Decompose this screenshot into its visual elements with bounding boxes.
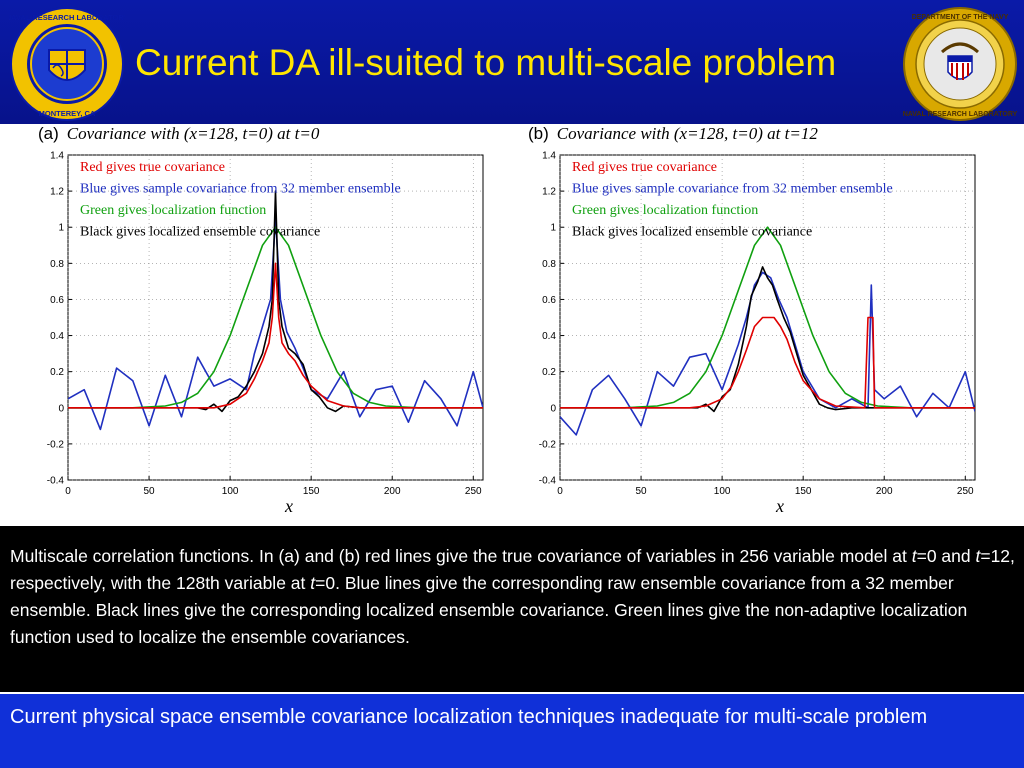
y-tick-label: 0 (58, 403, 64, 414)
legend-entry: Red gives true covariance (572, 160, 717, 175)
x-axis-label-a: x (285, 496, 293, 516)
nrl-monterey-logo: NAVAL RESEARCH LABORATORY MONTEREY, CA (9, 7, 125, 121)
y-tick-label: 0.6 (50, 295, 64, 306)
series-line-true-covariance (560, 316, 975, 409)
y-tick-label: -0.2 (539, 439, 557, 450)
caption-part: t (310, 573, 316, 593)
navy-department-seal: DEPARTMENT OF THE NAVY NAVAL RESEARCH LA… (903, 7, 1018, 121)
title-bar (0, 0, 1024, 126)
y-tick-label: 0.8 (542, 259, 556, 270)
legend-entry: Green gives localization function (572, 203, 758, 218)
caption-box (0, 526, 1024, 692)
y-tick-label: 0.4 (50, 331, 64, 342)
legend-entry: Blue gives sample covariance from 32 mem… (80, 182, 401, 197)
legend-entry: Red gives true covariance (80, 160, 225, 175)
chart-b: -0.4 -0.2 0 0.2 0.4 0.6 0.8 1 1.2 1.4 0 50 100 150 200… (539, 151, 976, 497)
series-group (560, 226, 975, 436)
y-tick-label: 0.8 (50, 259, 64, 270)
x-tick-label: 150 (795, 486, 812, 497)
panel-b-label: (b) Covariance with (x=128, t=0) at t=12 (528, 124, 818, 143)
series-line-true-covariance (68, 262, 483, 409)
svg-text:MONTEREY, CA: MONTEREY, CA (39, 109, 96, 118)
x-axis-label-b: x (776, 496, 784, 516)
legend-entry: Black gives localized ensemble covarianc… (80, 225, 320, 240)
bottom-bar (0, 692, 1024, 768)
caption-part: t (975, 546, 981, 566)
y-tick-label: -0.2 (47, 439, 65, 450)
y-tick-label: -0.4 (47, 476, 65, 487)
series-line-localization-function (68, 226, 483, 409)
series-line-localization-function (560, 226, 975, 409)
slide-title: Current DA ill-suited to multi-scale pro… (135, 42, 837, 83)
chart-a: -0.4 -0.2 0 0.2 0.4 0.6 0.8 1 1.2 1.4 0 50 100 150 200… (47, 151, 484, 497)
caption-part: Multiscale correlation functions. In (a)… (10, 546, 912, 566)
x-tick-label: 250 (465, 486, 482, 497)
bottom-statement: Current physical space ensemble covarian… (10, 706, 928, 728)
y-tick-label: 0.4 (542, 331, 556, 342)
y-tick-label: 1.4 (542, 151, 556, 162)
caption-part: =0 and (916, 546, 976, 566)
y-tick-label: 0 (550, 403, 556, 414)
y-tick-label: 0.2 (50, 367, 64, 378)
caption-part: =0. Blue lines give the corresponding ra… (10, 573, 968, 647)
figure-caption: Multiscale correlation functions. In (a)… (10, 543, 1016, 651)
x-tick-label: 0 (557, 486, 563, 497)
logo-left-lettering: NAVAL RESEARCH LABORATORY (9, 13, 125, 22)
svg-text:NAVAL RESEARCH LABORATORY: NAVAL RESEARCH LABORATORY (903, 111, 1018, 118)
x-tick-label: 100 (222, 486, 239, 497)
caption-part: t (911, 546, 917, 566)
y-tick-label: 1.4 (50, 151, 64, 162)
x-tick-label: 50 (635, 486, 647, 497)
legend-entry: Black gives localized ensemble covarianc… (572, 225, 812, 240)
x-tick-label: 0 (65, 486, 71, 497)
x-tick-label: 200 (876, 486, 893, 497)
legend-entry: Blue gives sample covariance from 32 mem… (572, 182, 893, 197)
y-tick-label: 0.2 (542, 367, 556, 378)
series-line-sample-covariance-from-32-member-ensemble (560, 271, 975, 436)
y-tick-label: 1 (550, 223, 556, 234)
panel-a-label: (a) Covariance with (x=128, t=0) at t=0 (38, 124, 320, 143)
x-tick-label: 250 (957, 486, 974, 497)
x-tick-label: 50 (143, 486, 155, 497)
y-tick-label: 0.6 (542, 295, 556, 306)
series-line-localized-ensemble-covariance (68, 190, 483, 413)
y-tick-label: -0.4 (539, 476, 557, 487)
legend-entry: Green gives localization function (80, 203, 266, 218)
y-tick-label: 1 (58, 223, 64, 234)
series-group (68, 190, 483, 431)
x-tick-label: 200 (384, 486, 401, 497)
x-tick-label: 100 (714, 486, 731, 497)
svg-text:DEPARTMENT OF THE NAVY: DEPARTMENT OF THE NAVY (912, 14, 1009, 21)
y-tick-label: 1.2 (50, 187, 64, 198)
x-tick-label: 150 (303, 486, 320, 497)
y-tick-label: 1.2 (542, 187, 556, 198)
caption-part: =12, respectively, with the 128th variab… (10, 546, 1015, 593)
